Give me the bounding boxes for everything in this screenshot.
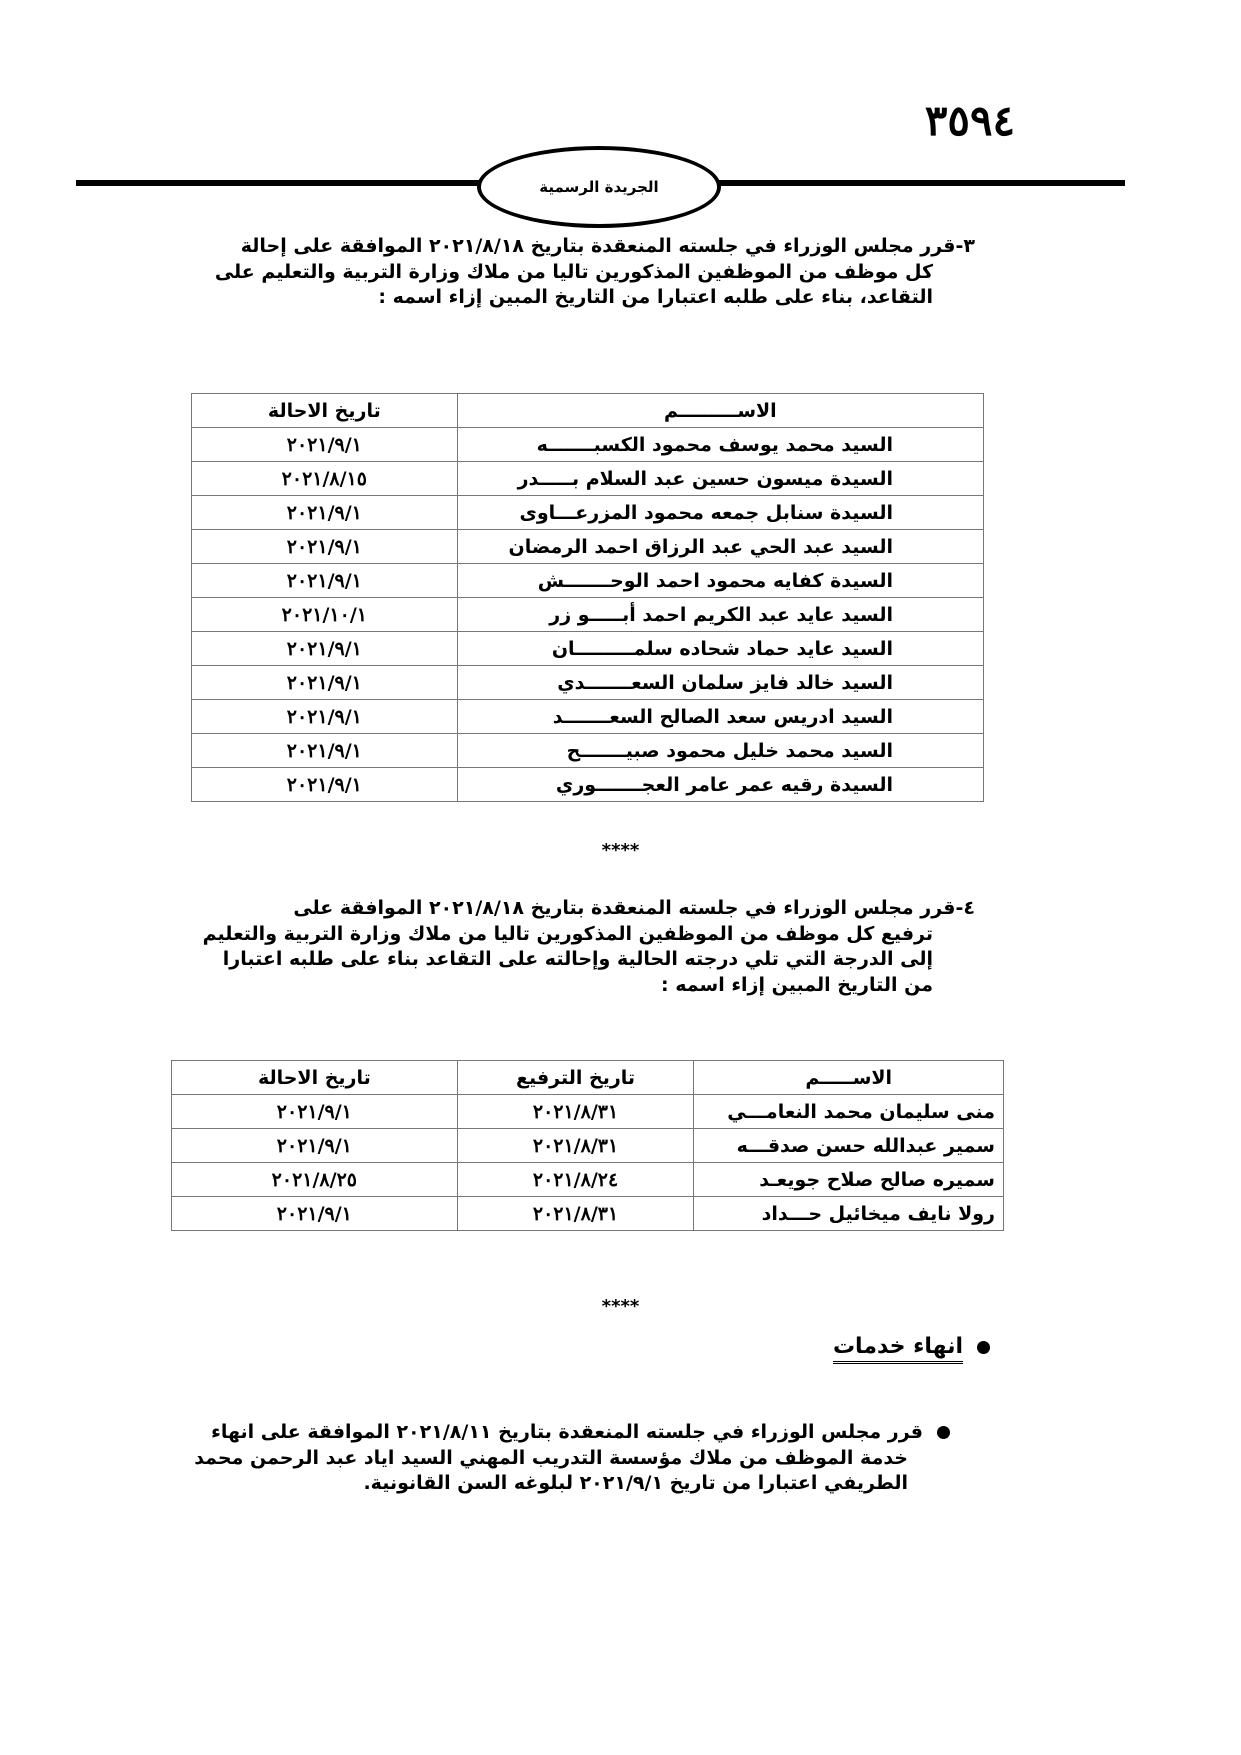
employee-name-cell: سمير عبدالله حسن صدقـــه (693, 1128, 1004, 1163)
publication-title: الجريدة الرسمية (539, 178, 659, 196)
table-row: السيد عايد حماد شحاده سلمـــــــــان ٢٠٢١… (191, 631, 985, 666)
termination-line: الطريفي اعتبارا من تاريخ ٢٠٢١/٩/١ لبلوغه… (363, 1472, 908, 1494)
termination-line: قرر مجلس الوزراء في جلسته المنعقدة بتاري… (211, 1421, 923, 1443)
date-cell: ٢٠٢١/٨/٢٤ (456, 1162, 695, 1197)
table-row: السيد عايد عبد الكريم احمد أبـــــو زر ٢٠… (191, 597, 985, 632)
employee-name-cell: السيد عايد عبد الكريم احمد أبـــــو زر (456, 597, 985, 632)
table-row: السيد عبد الحي عبد الرزاق احمد الرمضان ٢٠… (191, 529, 985, 564)
decision-4-line: إلى الدرجة التي تلي درجته الحالية وإحالت… (222, 948, 933, 970)
termination-text: قرر مجلس الوزراء في جلسته المنعقدة بتاري… (150, 1420, 950, 1497)
table-row: السيدة رقيه عمر عامر العجـــــــوري ٢٠٢١/… (191, 767, 985, 802)
table-row: السيد محمد خليل محمود صبيـــــــح ٢٠٢١/٩/… (191, 733, 985, 768)
table-row: منى سليمان محمد النعامـــي ٢٠٢١/٨/٣١ ٢٠٢١/… (171, 1094, 1004, 1129)
employee-name-cell: سميره صالح صلاح جويعـد (693, 1162, 1004, 1197)
date-cell: ٢٠٢١/٩/١ (171, 1196, 458, 1231)
page-number: ٣٥٩٤ (924, 96, 1016, 145)
employee-name-cell: السيدة سنابل جمعه محمود المزرعـــاوى (456, 495, 985, 530)
table-row: السيدة سنابل جمعه محمود المزرعـــاوى ٢٠٢١… (191, 495, 985, 530)
separator: **** (601, 1296, 640, 1317)
employee-name-cell: السيد عايد حماد شحاده سلمـــــــــان (456, 631, 985, 666)
employee-name-cell: السيد ادريس سعد الصالح السعـــــــد (456, 699, 985, 734)
date-cell: ٢٠٢١/٨/٣١ (456, 1196, 695, 1231)
employee-name-cell: السيدة ميسون حسين عبد السلام بـــــدر (456, 461, 985, 496)
date-cell: ٢٠٢١/٨/١٥ (191, 461, 458, 496)
bullet-icon (977, 1340, 990, 1354)
decision-4-line: قرر مجلس الوزراء في جلسته المنعقدة بتاري… (293, 897, 956, 919)
employee-name-cell: رولا نايف ميخائيل حـــداد (693, 1196, 1004, 1231)
date-cell: ٢٠٢١/٩/١ (191, 563, 458, 598)
date-cell: ٢٠٢١/٩/١ (171, 1094, 458, 1129)
date-cell: ٢٠٢١/١٠/١ (191, 597, 458, 632)
decision-3-number: ٣- (955, 235, 976, 257)
date-cell: ٢٠٢١/٩/١ (191, 665, 458, 700)
date-cell: ٢٠٢١/٩/١ (191, 631, 458, 666)
retirement-table: الاســـــــــم تاريخ الاحالة السيد محمد … (191, 393, 985, 802)
table-header-row: الاســـــم تاريخ الترفيع تاريخ الاحالة (171, 1060, 1004, 1095)
decision-4-line: ترفيع كل موظف من الموظفين المذكورين تالي… (202, 922, 933, 945)
date-cell: ٢٠٢١/٩/١ (191, 733, 458, 768)
decision-4-text: ٤-قرر مجلس الوزراء في جلسته المنعقدة بتا… (178, 896, 975, 998)
table-row: سميره صالح صلاح جويعـد ٢٠٢١/٨/٢٤ ٢٠٢١/٨/٢٥ (171, 1162, 1004, 1197)
decision-3-text: ٣-قرر مجلس الوزراء في جلسته المنعقدة بتا… (180, 234, 975, 311)
date-cell: ٢٠٢١/٩/١ (191, 495, 458, 530)
date-cell: ٢٠٢١/٩/١ (191, 529, 458, 564)
table-row: السيدة كفايه محمود احمد الوحـــــــش ٢٠٢١… (191, 563, 985, 598)
employee-name-cell: السيد محمد يوسف محمود الكسبـــــــه (456, 427, 985, 462)
date-cell: ٢٠٢١/٩/١ (191, 767, 458, 802)
column-header-name: الاســـــم (693, 1060, 1004, 1095)
employee-name-cell: السيد محمد خليل محمود صبيـــــــح (456, 733, 985, 768)
date-cell: ٢٠٢١/٨/٣١ (456, 1128, 695, 1163)
table-header-row: الاســـــــــم تاريخ الاحالة (191, 393, 985, 428)
termination-heading-text: انهاء خدمات (832, 1334, 963, 1364)
decision-3-line: كل موظف من الموظفين المذكورين تاليا من م… (214, 260, 933, 283)
date-cell: ٢٠٢١/٨/٢٥ (171, 1162, 458, 1197)
employee-name-cell: السيدة رقيه عمر عامر العجـــــــوري (456, 767, 985, 802)
decision-3-line: قرر مجلس الوزراء في جلسته المنعقدة بتاري… (240, 235, 956, 257)
bullet-icon (937, 1426, 950, 1439)
table-row: السيد خالد فايز سلمان السعـــــــدي ٢٠٢١/… (191, 665, 985, 700)
employee-name-cell: السيد خالد فايز سلمان السعـــــــدي (456, 665, 985, 700)
table-row: السيد محمد يوسف محمود الكسبـــــــه ٢٠٢١/… (191, 427, 985, 462)
date-cell: ٢٠٢١/٩/١ (191, 699, 458, 734)
table-row: السيد ادريس سعد الصالح السعـــــــد ٢٠٢١/… (191, 699, 985, 734)
table-row: رولا نايف ميخائيل حـــداد ٢٠٢١/٨/٣١ ٢٠٢١/٩… (171, 1196, 1004, 1231)
decision-3-line: التقاعد، بناء على طلبه اعتبارا من التاري… (378, 286, 933, 308)
date-cell: ٢٠٢١/٩/١ (191, 427, 458, 462)
decision-4-number: ٤- (955, 897, 976, 919)
promotion-retirement-table: الاســـــم تاريخ الترفيع تاريخ الاحالة م… (171, 1060, 1004, 1231)
column-header-promotion-date: تاريخ الترفيع (456, 1060, 695, 1095)
column-header-retirement-date: تاريخ الاحالة (191, 393, 458, 428)
date-cell: ٢٠٢١/٩/١ (171, 1128, 458, 1163)
table-row: سمير عبدالله حسن صدقـــه ٢٠٢١/٨/٣١ ٢٠٢١/٩/… (171, 1128, 1004, 1163)
separator: **** (601, 840, 640, 861)
decision-4-line: من التاريخ المبين إزاء اسمه : (661, 973, 933, 996)
employee-name-cell: منى سليمان محمد النعامـــي (693, 1094, 1004, 1129)
column-header-name: الاســـــــــم (456, 393, 985, 428)
termination-line: خدمة الموظف من ملاك مؤسسة التدريب المهني… (194, 1446, 908, 1469)
column-header-retirement-date: تاريخ الاحالة (171, 1060, 458, 1095)
employee-name-cell: السيدة كفايه محمود احمد الوحـــــــش (456, 563, 985, 598)
termination-heading: انهاء خدمات (800, 1334, 990, 1364)
date-cell: ٢٠٢١/٨/٣١ (456, 1094, 695, 1129)
employee-name-cell: السيد عبد الحي عبد الرزاق احمد الرمضان (456, 529, 985, 564)
table-row: السيدة ميسون حسين عبد السلام بـــــدر ٢٠٢… (191, 461, 985, 496)
publication-emblem: الجريدة الرسمية (477, 146, 721, 228)
